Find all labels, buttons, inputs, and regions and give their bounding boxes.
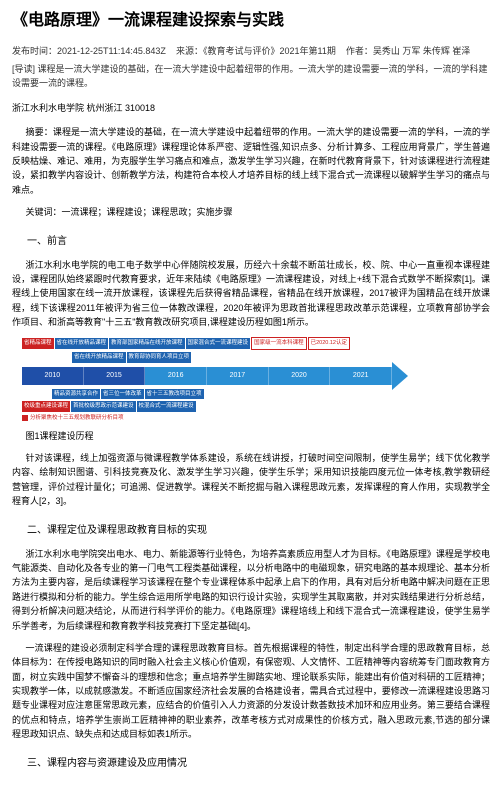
fc-box: 省在线开放精品课程 [55,338,109,349]
keywords-label: 关键词： [26,207,62,217]
flowchart-top-row: 省精品课程 省在线开放精品课程 教育部国家精品在线开放课程 国家混合式一流课程建… [22,337,422,350]
source-label: 来源： [176,46,203,56]
affiliation: 浙江水利水电学院 杭州浙江 310018 [12,101,490,115]
fc-box: 省在线开放精品课程 [72,352,126,363]
fc-box: 省十三五教改项目立项 [145,389,204,400]
fc-box: 校混合式一流课程建设 [137,401,196,412]
fc-box: 精品资源共享合作 [52,389,100,400]
section-2-title: 二、课程定位及课程思政教育目标的实现 [12,523,490,539]
author-label: 作者： [346,46,373,56]
flowchart-bottom-row-2: 校级重点建设课程 首批校级思政示范课建设 校混合式一流课程建设 [22,401,422,412]
figure-1-caption: 图1课程建设历程 [12,429,490,443]
year-seg: 2010 [22,367,84,385]
flowchart-arrow: 2010 2015 2016 2017 2020 2021 [22,365,422,387]
year-seg: 2017 [207,367,269,385]
keywords: 一流课程；课程建设；课程思政；实施步骤 [62,207,233,217]
meta-line: 发布时间：2021-12-25T11:14:45.843Z 来源：《教育考试与评… [12,44,490,58]
section-3-title: 三、课程内容与资源建设及应用情况 [12,756,490,772]
legend-text: 分析聚焦校十三五规划教联研分析目项 [30,414,124,423]
section-1-para-1: 浙江水利水电学院的电工电子数学中心伴随院校发展，历经六十余载不断茁壮成长，校、院… [12,258,490,330]
section-2-para-1: 针对该课程，线上加强资源与微课程教学体系建设，系统在线讲授，打破时间空间限制，使… [12,451,490,509]
author: 吴秀山 万军 朱传辉 崔泽 [373,46,471,56]
year-seg: 2015 [84,367,146,385]
fc-box: 教育部国家精品在线开放课程 [109,338,185,349]
section-1-title: 一、前言 [12,234,490,250]
year-seg: 2021 [330,367,392,385]
fc-box: 校级重点建设课程 [22,401,70,412]
abstract: 摘要：课程是一流大学建设的基础，在一流大学建设中起着纽带的作用。一流大学的建设需… [12,125,490,197]
figure-1: 省精品课程 省在线开放精品课程 教育部国家精品在线开放课程 国家混合式一流课程建… [12,337,490,443]
fc-box: 已2020.12认定 [308,337,350,350]
flowchart-bottom-row-1: 精品资源共享合作 省三位一体改革 省十三五教改项目立项 [52,389,422,400]
fc-box: 教育部协同育人项目立项 [127,352,192,363]
source: 《教育考试与评价》2021年第11期 [203,46,336,56]
legend-swatch-icon [22,415,28,421]
fc-box: 国家混合式一流课程建设 [186,338,251,349]
year-seg: 2020 [269,367,331,385]
keywords-line: 关键词：一流课程；课程建设；课程思政；实施步骤 [12,205,490,219]
fc-box: 省三位一体改革 [101,389,144,400]
section-2-para-3: 一流课程的建设必须制定科学合理的课程思政教育目标。首先根据课程的特性，制定出科学… [12,641,490,742]
page-title: 《电路原理》一流课程建设探索与实践 [12,8,490,34]
fc-box: 国家级一流本科课程 [251,337,307,350]
fc-box: 首批校级思政示范课建设 [71,401,136,412]
flowchart: 省精品课程 省在线开放精品课程 教育部国家精品在线开放课程 国家混合式一流课程建… [22,337,422,422]
year-seg: 2016 [145,367,207,385]
fc-box: 省精品课程 [22,338,54,349]
flowchart-legend: 分析聚焦校十三五规划教联研分析目项 [22,414,422,423]
pubtime-label: 发布时间： [12,46,57,56]
pubtime: 2021-12-25T11:14:45.843Z [57,46,166,56]
section-2-para-2: 浙江水利水电学院突出电水、电力、新能源等行业特色，为培养高素质应用型人才为目标。… [12,547,490,633]
arrow-head-icon [392,362,408,390]
flowchart-aux-row: 省在线开放精品课程 教育部协同育人项目立项 [72,352,422,363]
intro-lead: [导读] 课程是一流大学建设的基础，在一流大学建设中起着纽带的作用。一流大学的建… [12,62,490,91]
